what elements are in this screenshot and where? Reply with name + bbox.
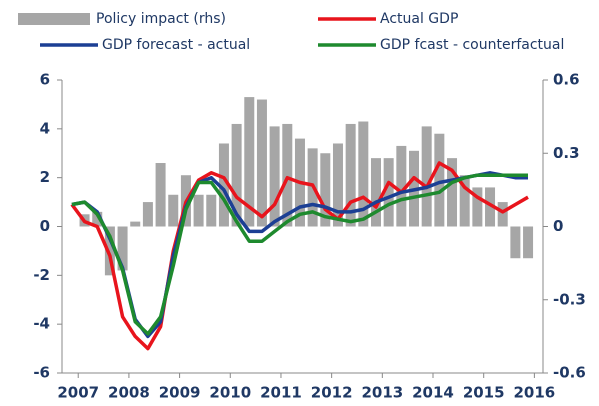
y-tick-label: 6 [40,71,50,89]
bar [383,158,394,227]
legend-swatch [18,13,90,25]
x-tick-label: 2008 [108,384,150,402]
bar [256,99,267,227]
legend-label: Actual GDP [380,11,458,27]
bar [104,226,115,276]
bar [155,163,166,227]
bar [206,194,217,227]
y2-tick-label: 0.3 [553,144,580,162]
legend-label: GDP fcast - counterfactual [380,37,564,53]
bar [510,226,521,259]
line [70,161,529,351]
y2-tick-label: 0 [553,217,563,235]
bar [218,143,229,227]
bar [193,194,204,227]
x-tick-label: 2009 [159,384,201,402]
x-tick-label: 2011 [260,384,302,402]
x-tick-label: 2014 [412,384,454,402]
x-tick-label: 2007 [57,384,99,402]
bar [117,226,128,271]
bar [497,202,508,227]
bar [472,187,483,227]
x-tick-label: 2015 [463,384,505,402]
y2-tick-label: -0.6 [553,364,586,382]
bar [396,145,407,227]
bar [459,175,470,227]
legend-label: Policy impact (rhs) [96,11,226,27]
bar [485,187,496,227]
bar [320,153,331,227]
bar [447,158,458,227]
legend-label: GDP forecast - actual [102,37,250,53]
bar [92,211,103,227]
bar [434,133,445,227]
line [71,171,528,339]
bar [421,126,432,227]
bar [345,123,356,227]
y-tick-label: 2 [40,168,50,186]
bar [332,143,343,227]
bar [244,97,255,227]
y-tick-label: -4 [33,315,50,333]
x-tick-label: 2013 [361,384,403,402]
bar [523,226,534,259]
bar [168,194,179,227]
y2-tick-label: -0.3 [553,290,586,308]
bar [370,158,381,227]
x-tick-label: 2010 [209,384,251,402]
x-tick-label: 2016 [514,384,556,402]
y-tick-label: 0 [40,217,50,235]
bar [282,123,293,227]
y2-tick-label: 0.6 [553,71,580,89]
y-tick-label: -6 [33,364,50,382]
x-tick-label: 2012 [311,384,353,402]
line [71,173,528,336]
y-tick-label: 4 [40,119,50,137]
bar [130,221,141,227]
bar [231,123,242,227]
bar [269,126,280,227]
bar [142,202,153,227]
bar [358,121,369,227]
y-tick-label: -2 [33,266,50,284]
